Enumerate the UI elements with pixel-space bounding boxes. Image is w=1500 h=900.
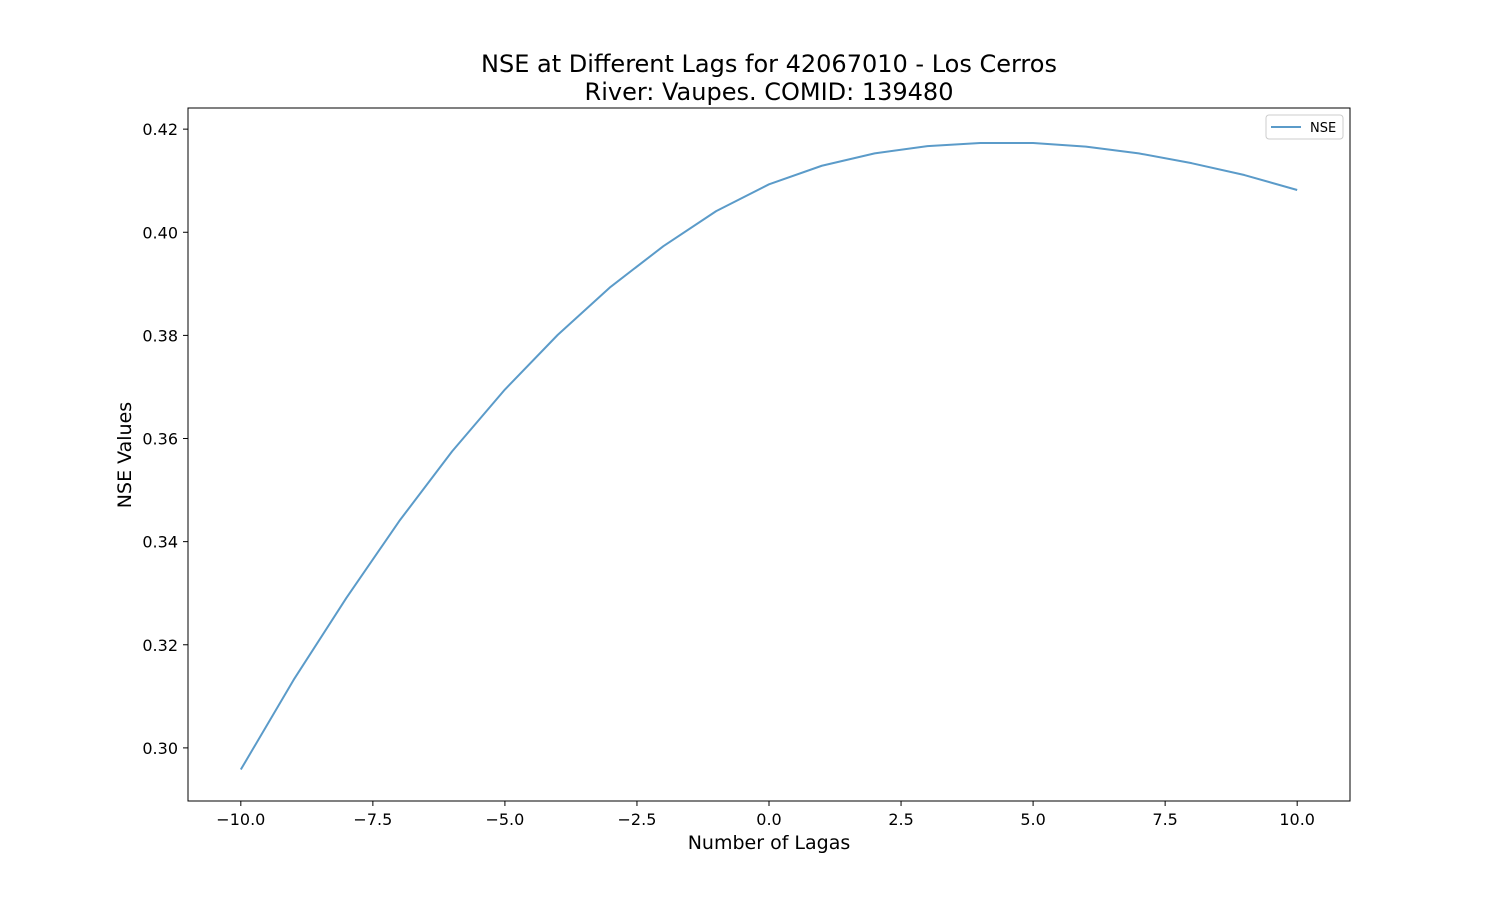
x-tick-label: 5.0 bbox=[1020, 810, 1045, 829]
chart-title-line1: NSE at Different Lags for 42067010 - Los… bbox=[481, 50, 1057, 78]
y-tick-label: 0.40 bbox=[142, 223, 178, 242]
x-axis: −10.0 −7.5 −5.0 −2.5 0.0 2.5 5.0 7.5 10.0 bbox=[216, 801, 1315, 829]
x-tick-label: 7.5 bbox=[1152, 810, 1177, 829]
y-axis-label: NSE Values bbox=[114, 402, 136, 508]
x-tick-label: −5.0 bbox=[485, 810, 524, 829]
series-line-nse bbox=[239, 142, 1298, 771]
x-tick-label: −7.5 bbox=[353, 810, 392, 829]
x-tick-label: 2.5 bbox=[888, 810, 913, 829]
legend-box bbox=[1265, 114, 1344, 140]
y-axis: 0.30 0.32 0.34 0.36 0.38 0.40 0.42 bbox=[142, 120, 188, 758]
y-tick-label: 0.36 bbox=[142, 430, 178, 449]
legend-label: NSE bbox=[1310, 121, 1336, 136]
x-tick-label: −2.5 bbox=[618, 810, 657, 829]
x-tick-label: 10.0 bbox=[1279, 810, 1315, 829]
legend: NSE bbox=[1265, 114, 1344, 140]
y-tick-label: 0.30 bbox=[142, 739, 178, 758]
x-tick-label: 0.0 bbox=[756, 810, 781, 829]
chart-title-line2: River: Vaupes. COMID: 139480 bbox=[585, 78, 954, 106]
series-layer bbox=[239, 142, 1298, 771]
y-tick-label: 0.34 bbox=[142, 533, 178, 552]
y-tick-label: 0.32 bbox=[142, 636, 178, 655]
x-axis-label: Number of Lagas bbox=[688, 832, 851, 854]
plot-area bbox=[187, 107, 1351, 802]
x-tick-label: −10.0 bbox=[216, 810, 265, 829]
y-tick-label: 0.38 bbox=[142, 326, 178, 345]
y-tick-label: 0.42 bbox=[142, 120, 178, 139]
